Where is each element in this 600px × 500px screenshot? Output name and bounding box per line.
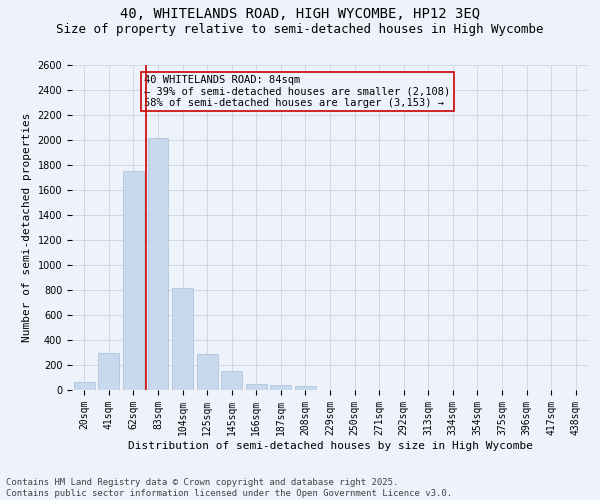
Text: Contains HM Land Registry data © Crown copyright and database right 2025.
Contai: Contains HM Land Registry data © Crown c… [6, 478, 452, 498]
Bar [74, 382, 95, 390]
Bar [221, 370, 242, 390]
Bar [172, 288, 193, 390]
Bar [98, 352, 119, 390]
X-axis label: Distribution of semi-detached houses by size in High Wycombe: Distribution of semi-detached houses by … [128, 440, 533, 450]
Bar [295, 386, 316, 390]
Text: 40, WHITELANDS ROAD, HIGH WYCOMBE, HP12 3EQ: 40, WHITELANDS ROAD, HIGH WYCOMBE, HP12 … [120, 8, 480, 22]
Bar [271, 385, 292, 390]
Text: Size of property relative to semi-detached houses in High Wycombe: Size of property relative to semi-detach… [56, 22, 544, 36]
Text: 40 WHITELANDS ROAD: 84sqm
← 39% of semi-detached houses are smaller (2,108)
58% : 40 WHITELANDS ROAD: 84sqm ← 39% of semi-… [144, 74, 451, 108]
Bar [123, 171, 144, 390]
Bar [197, 354, 218, 390]
Bar [148, 138, 169, 390]
Y-axis label: Number of semi-detached properties: Number of semi-detached properties [22, 113, 32, 342]
Bar [246, 384, 267, 390]
